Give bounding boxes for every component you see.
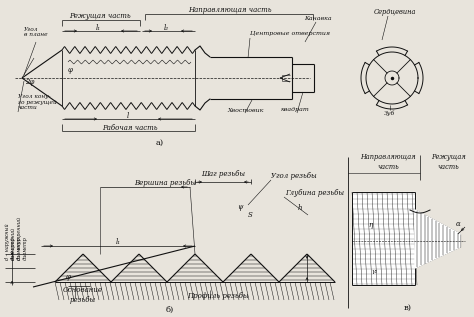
Text: Шаг резьбы: Шаг резьбы: [201, 170, 245, 178]
Text: б): б): [166, 306, 174, 314]
Text: γ₁: γ₁: [372, 269, 378, 275]
Text: Угол кону-
го режущей
части: Угол кону- го режущей части: [18, 94, 57, 110]
Text: Зуб: Зуб: [384, 110, 396, 116]
Text: а): а): [156, 139, 164, 147]
Text: Режущая
часть: Режущая часть: [430, 153, 465, 171]
Text: Режущая часть: Режущая часть: [69, 12, 131, 20]
Text: в): в): [404, 304, 412, 312]
Text: квадрат: квадрат: [281, 107, 310, 113]
Text: ψ: ψ: [237, 203, 243, 211]
Text: Угол
в плане: Угол в плане: [24, 27, 47, 37]
Text: Сердцевина: Сердцевина: [374, 8, 416, 16]
Text: φ: φ: [65, 273, 71, 281]
Text: S: S: [247, 211, 252, 219]
Text: d – наружный
диаметр: d – наружный диаметр: [5, 223, 15, 260]
Text: α: α: [456, 220, 460, 228]
Text: Глубина резьбы: Глубина резьбы: [285, 189, 344, 197]
Text: Направляющая часть: Направляющая часть: [188, 6, 272, 14]
Text: l₁: l₁: [95, 24, 100, 32]
Text: d₂ – средний
диаметр: d₂ – средний диаметр: [11, 228, 21, 260]
Text: Профиль резьбы: Профиль резьбы: [187, 292, 249, 300]
Text: Канавка: Канавка: [304, 16, 332, 21]
Text: Рабочая часть: Рабочая часть: [102, 124, 158, 132]
Polygon shape: [352, 192, 415, 285]
Text: Вершина резьбы: Вершина резьбы: [134, 179, 196, 187]
Text: η: η: [368, 221, 372, 229]
Text: φ: φ: [68, 66, 73, 74]
Text: Угол резьбы: Угол резьбы: [271, 172, 317, 180]
Text: Направляющая
часть: Направляющая часть: [360, 153, 416, 171]
Polygon shape: [415, 210, 460, 268]
Text: l₂: l₂: [164, 24, 168, 32]
Text: Центровые отверстия: Центровые отверстия: [250, 31, 330, 36]
Text: Хвостовик: Хвостовик: [228, 107, 264, 113]
Text: l: l: [127, 112, 129, 120]
Text: Основание
резьбы: Основание резьбы: [63, 286, 103, 304]
Text: d₁ – внутренний
диаметр: d₁ – внутренний диаметр: [17, 217, 27, 260]
Text: l₁: l₁: [116, 238, 120, 246]
Text: 2φ: 2φ: [25, 78, 35, 86]
Text: h: h: [298, 204, 302, 212]
